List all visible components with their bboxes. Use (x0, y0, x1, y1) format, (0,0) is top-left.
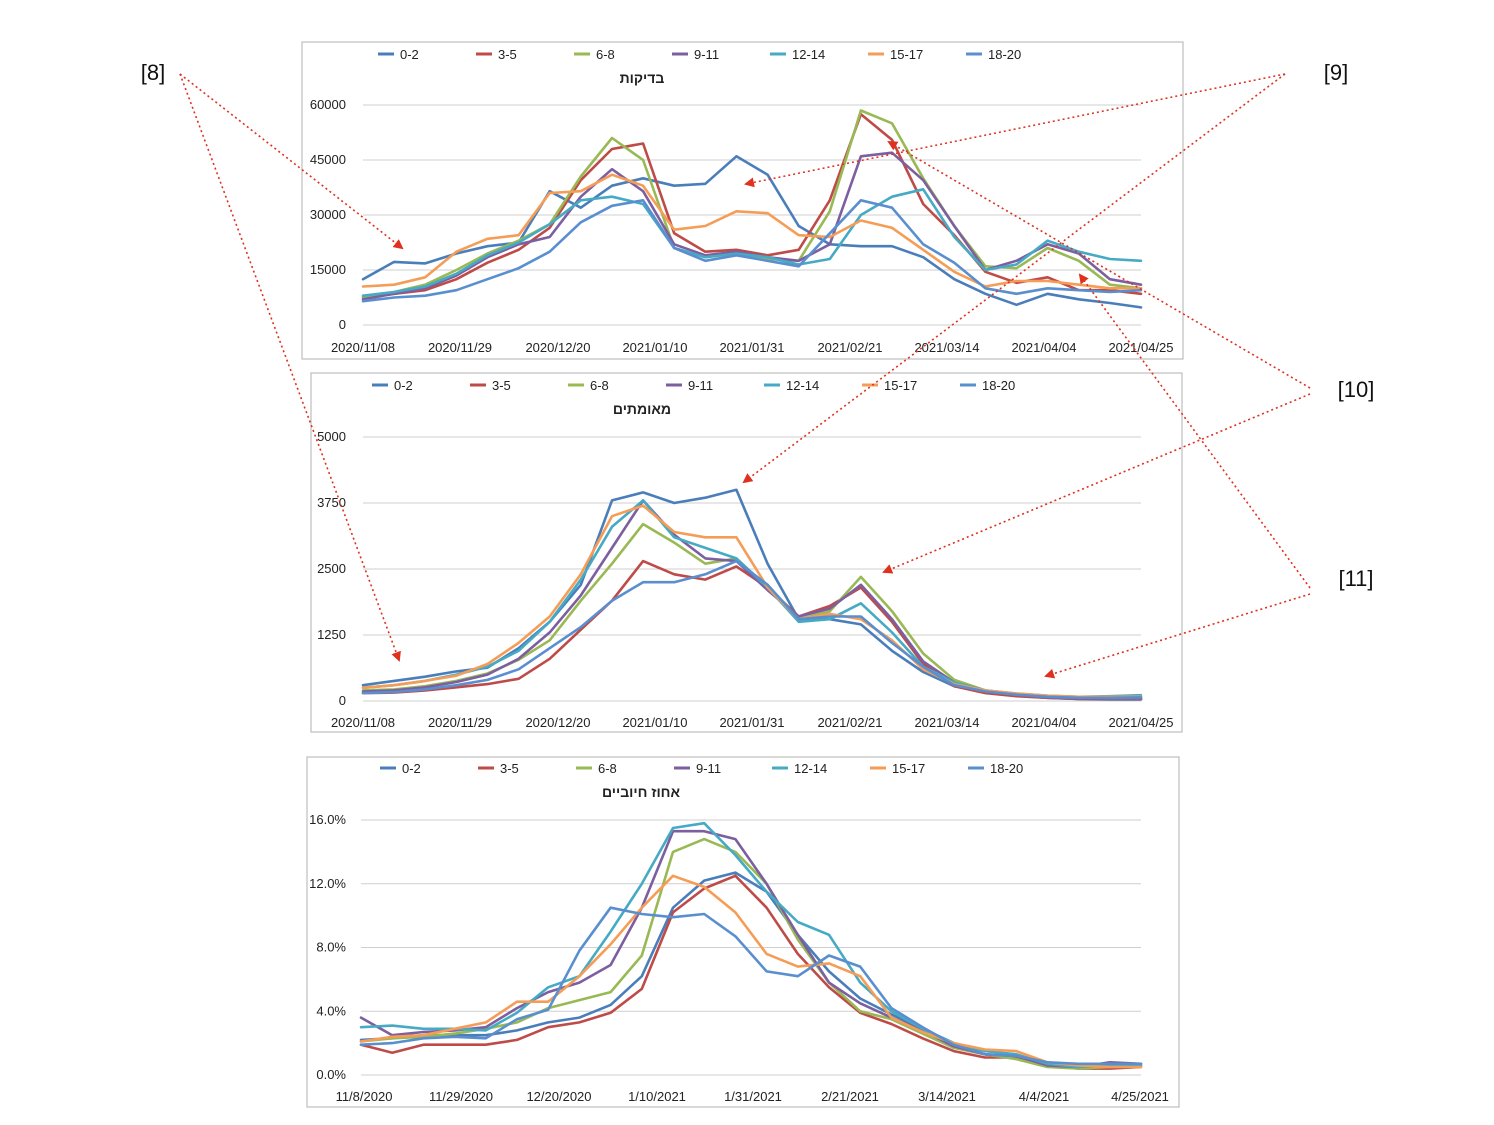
x-tick-label: 4/4/2021 (1019, 1089, 1070, 1104)
chart-title: בדיקות (620, 70, 665, 86)
x-tick-label: 2020/11/29 (428, 715, 492, 730)
y-tick-label: 15000 (310, 262, 346, 277)
legend-label-0-2: 0-2 (402, 761, 421, 776)
callout-arrow-10-b (882, 393, 1311, 574)
chart-panel-1: 60000 45000 30000 15000 0 2020/11/08 2020/11/2… (301, 41, 1184, 360)
x-tick-label: 2021/04/25 (1108, 340, 1173, 355)
x-tick-label: 2021/04/04 (1011, 340, 1076, 355)
x-tick-label: 2020/12/20 (525, 715, 590, 730)
x-tick-label: 12/20/2020 (526, 1089, 591, 1104)
legend-label-9-11: 9-11 (696, 761, 721, 776)
legend-label-12-14: 12-14 (786, 378, 819, 393)
chart-panel-2: 5000 3750 2500 1250 0 2020/11/08 2020/11/29 202… (310, 372, 1183, 733)
x-tick-label: 2/21/2021 (821, 1089, 879, 1104)
x-tick-label: 1/10/2021 (628, 1089, 686, 1104)
legend-label-3-5: 3-5 (492, 378, 511, 393)
y-tick-label: 0.0% (316, 1067, 346, 1082)
series-line-15-17 (361, 173, 1143, 290)
legend-label-15-17: 15-17 (884, 378, 917, 393)
chart-panel-3: 16.0% 12.0% 8.0% 4.0% 0.0% 11/8/2020 11/29/202… (306, 756, 1180, 1108)
legend-label-12-14: 12-14 (792, 47, 825, 62)
callout-arrow-10-a (887, 140, 1311, 389)
callout-label-8: [8] (141, 60, 165, 85)
y-tick-label: 30000 (310, 207, 346, 222)
x-tick-label: 2020/11/29 (428, 340, 492, 355)
x-tick-label: 2020/11/08 (331, 715, 395, 730)
chart-title: אחוז חיוביים (602, 784, 680, 800)
legend-label-6-8: 6-8 (596, 47, 615, 62)
chart-frame (301, 41, 1184, 360)
y-tick-label: 45000 (310, 152, 346, 167)
x-tick-label: 2021/03/14 (914, 340, 979, 355)
series-line-0-2 (361, 155, 1143, 309)
callout-arrow-8-top (179, 73, 404, 250)
y-tick-label: 5000 (317, 429, 346, 444)
x-tick-label: 2021/04/04 (1011, 715, 1076, 730)
y-tick-label: 4.0% (316, 1003, 346, 1018)
y-tick-label: 1250 (317, 627, 346, 642)
y-tick-label: 0 (339, 317, 346, 332)
legend-label-9-11: 9-11 (694, 47, 719, 62)
x-tick-label: 2020/12/20 (525, 340, 590, 355)
legend-label-15-17: 15-17 (890, 47, 923, 62)
x-tick-label: 3/14/2021 (918, 1089, 976, 1104)
x-tick-label: 1/31/2021 (724, 1089, 782, 1104)
legend-label-6-8: 6-8 (590, 378, 609, 393)
callout-arrow-11-b (1044, 593, 1311, 679)
y-tick-label: 8.0% (316, 940, 346, 955)
x-tick-label: 2021/02/21 (817, 340, 882, 355)
legend-label-3-5: 3-5 (500, 761, 519, 776)
y-tick-label: 16.0% (309, 812, 346, 827)
x-tick-label: 2021/02/21 (817, 715, 882, 730)
legend-label-15-17: 15-17 (892, 761, 925, 776)
legend-label-12-14: 12-14 (794, 761, 827, 776)
callout-arrow-8-mid (179, 73, 401, 662)
x-tick-label: 2021/01/31 (719, 715, 784, 730)
callout-arrow-9-a (744, 73, 1286, 188)
legend-label-18-20: 18-20 (982, 378, 1015, 393)
callout-label-11: [11] (1338, 566, 1373, 591)
chart-title: מאומתים (613, 401, 671, 417)
legend-label-0-2: 0-2 (394, 378, 413, 393)
x-tick-label: 2021/03/14 (914, 715, 979, 730)
x-tick-label: 2021/01/10 (622, 715, 687, 730)
y-tick-label: 0 (339, 693, 346, 708)
legend-label-18-20: 18-20 (990, 761, 1023, 776)
legend-label-3-5: 3-5 (498, 47, 517, 62)
callout-label-10: [10] (1338, 377, 1375, 402)
series-line-12-14 (359, 821, 1143, 1069)
series-line-18-20 (359, 906, 1143, 1066)
y-tick-label: 2500 (317, 561, 346, 576)
legend-label-6-8: 6-8 (598, 761, 617, 776)
y-tick-label: 12.0% (309, 876, 346, 891)
legend-label-18-20: 18-20 (988, 47, 1021, 62)
legend-label-0-2: 0-2 (400, 47, 419, 62)
y-tick-label: 3750 (317, 495, 346, 510)
series-line-18-20 (361, 559, 1143, 700)
x-tick-label: 11/29/2020 (429, 1089, 493, 1104)
x-tick-label: 2021/01/31 (719, 340, 784, 355)
y-tick-label: 60000 (310, 97, 346, 112)
series-line-12-14 (361, 188, 1143, 298)
x-tick-label: 2021/04/25 (1108, 715, 1173, 730)
chart-frame (306, 756, 1180, 1108)
series-line-18-20 (361, 199, 1143, 303)
x-tick-label: 11/8/2020 (336, 1089, 393, 1104)
x-tick-label: 2020/11/08 (331, 340, 395, 355)
x-tick-label: 2021/01/10 (622, 340, 687, 355)
legend-label-9-11: 9-11 (688, 378, 713, 393)
callout-label-9: [9] (1324, 60, 1348, 85)
x-tick-label: 4/25/2021 (1111, 1089, 1169, 1104)
series-line-15-17 (359, 874, 1143, 1069)
